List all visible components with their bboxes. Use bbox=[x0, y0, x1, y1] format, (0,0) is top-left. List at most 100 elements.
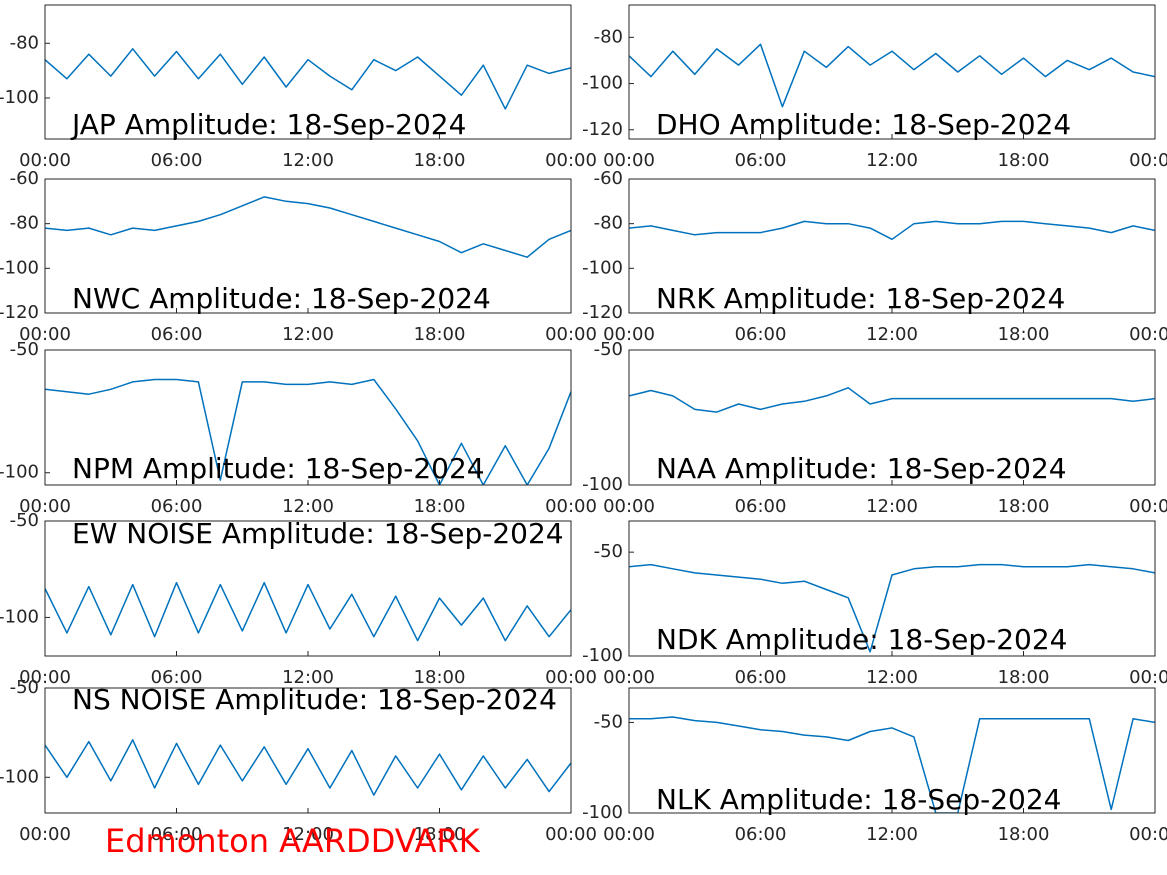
x-tick-label: 00:00 bbox=[1129, 667, 1167, 688]
x-tick-label: 12:00 bbox=[282, 824, 334, 845]
plot bbox=[629, 220, 1155, 241]
x-tick-label: 06:00 bbox=[735, 824, 787, 845]
y-tick-label: -60 bbox=[10, 168, 39, 189]
x-tick-label: 18:00 bbox=[998, 824, 1050, 845]
y-tick-label: -120 bbox=[582, 302, 623, 323]
plot bbox=[629, 716, 1155, 813]
panel: 00:00 06:00 12:00 18:00 00:00 -100 -80 JAP Ampl… bbox=[0, 4, 597, 171]
x-tick-label: 00:00 bbox=[1129, 496, 1167, 517]
y-tick-label: -100 bbox=[582, 474, 623, 495]
x-tick-label: 12:00 bbox=[282, 667, 334, 688]
y-tick-label: -80 bbox=[10, 32, 39, 53]
plot-area bbox=[45, 350, 571, 485]
x-tick-label: 00:00 bbox=[19, 324, 71, 345]
plot-area bbox=[629, 179, 1155, 313]
x-tick-label: 18:00 bbox=[998, 150, 1050, 171]
x-tick-label: 18:00 bbox=[998, 667, 1050, 688]
x-tick-label: 12:00 bbox=[282, 324, 334, 345]
y-tick-label: -100 bbox=[0, 462, 39, 483]
data-line bbox=[629, 43, 1155, 108]
x-tick-label: 00:00 bbox=[19, 824, 71, 845]
x-tick-label: 06:00 bbox=[151, 496, 203, 517]
data-line bbox=[629, 220, 1155, 241]
x-tick-label: 12:00 bbox=[866, 824, 918, 845]
x-tick-label: 12:00 bbox=[866, 324, 918, 345]
data-line bbox=[45, 48, 571, 110]
x-tick-label: 00:00 bbox=[545, 324, 597, 345]
y-tick-label: -50 bbox=[594, 711, 623, 732]
x-tick-label: 06:00 bbox=[735, 667, 787, 688]
x-tick-label: 18:00 bbox=[414, 496, 466, 517]
y-tick-label: -120 bbox=[582, 119, 623, 140]
data-line bbox=[45, 196, 571, 258]
x-tick-label: 06:00 bbox=[151, 667, 203, 688]
panel: 00:00 06:00 12:00 18:00 00:00 -100 -50 EW NOISE… bbox=[0, 510, 597, 688]
x-tick-label: 18:00 bbox=[414, 150, 466, 171]
panel: 00:00 06:00 12:00 18:00 00:00 -120 -100 -80 DHO … bbox=[582, 4, 1167, 171]
x-tick-label: 00:00 bbox=[1129, 824, 1167, 845]
plot bbox=[629, 563, 1155, 653]
y-tick-label: -50 bbox=[10, 677, 39, 698]
plot-area bbox=[629, 688, 1155, 813]
data-line bbox=[45, 739, 571, 796]
x-tick-label: 06:00 bbox=[151, 324, 203, 345]
chart-title: EW NOISE Amplitude: 18-Sep-2024 bbox=[72, 517, 564, 550]
y-tick-label: -80 bbox=[10, 213, 39, 234]
x-tick-label: 12:00 bbox=[282, 150, 334, 171]
x-tick-label: 18:00 bbox=[414, 824, 466, 845]
chart-title: DHO Amplitude: 18-Sep-2024 bbox=[656, 108, 1071, 141]
x-tick-label: 06:00 bbox=[151, 150, 203, 171]
y-tick-label: -50 bbox=[594, 541, 623, 562]
chart-title: NRK Amplitude: 18-Sep-2024 bbox=[656, 282, 1065, 315]
y-tick-label: -100 bbox=[582, 257, 623, 278]
chart-title: JAP Amplitude: 18-Sep-2024 bbox=[70, 108, 466, 141]
x-tick-label: 00:00 bbox=[19, 667, 71, 688]
y-tick-label: -80 bbox=[594, 26, 623, 47]
caption: Edmonton AARDDVARK bbox=[105, 822, 481, 860]
x-tick-label: 18:00 bbox=[998, 496, 1050, 517]
x-tick-label: 12:00 bbox=[866, 667, 918, 688]
data-line bbox=[629, 716, 1155, 813]
plot-area bbox=[45, 688, 571, 813]
x-tick-label: 06:00 bbox=[735, 324, 787, 345]
x-tick-label: 00:00 bbox=[545, 824, 597, 845]
y-tick-label: -100 bbox=[582, 645, 623, 666]
y-tick-label: -100 bbox=[0, 766, 39, 787]
y-tick-label: -50 bbox=[594, 339, 623, 360]
plot bbox=[45, 378, 571, 485]
plot-area bbox=[45, 521, 571, 656]
x-tick-label: 18:00 bbox=[414, 324, 466, 345]
x-tick-label: 00:00 bbox=[1129, 150, 1167, 171]
data-line bbox=[45, 378, 571, 485]
x-tick-label: 12:00 bbox=[866, 496, 918, 517]
y-tick-label: -50 bbox=[10, 339, 39, 360]
chart-title: NDK Amplitude: 18-Sep-2024 bbox=[656, 623, 1067, 656]
plot bbox=[629, 387, 1155, 413]
plot bbox=[45, 196, 571, 258]
x-tick-label: 06:00 bbox=[151, 824, 203, 845]
x-tick-label: 18:00 bbox=[414, 667, 466, 688]
x-tick-label: 00:00 bbox=[545, 496, 597, 517]
chart-title: NPM Amplitude: 18-Sep-2024 bbox=[72, 452, 485, 485]
plot bbox=[45, 739, 571, 796]
x-tick-label: 00:00 bbox=[603, 324, 655, 345]
y-tick-label: -60 bbox=[594, 168, 623, 189]
y-tick-label: -100 bbox=[582, 802, 623, 823]
y-tick-label: -100 bbox=[582, 73, 623, 94]
chart-title: NAA Amplitude: 18-Sep-2024 bbox=[656, 452, 1067, 485]
y-tick-label: -50 bbox=[10, 510, 39, 531]
panel: 00:0006:0012:0018:0000:00-120-100-80-60N… bbox=[582, 168, 1167, 345]
chart-title: NS NOISE Amplitude: 18-Sep-2024 bbox=[72, 683, 557, 716]
x-tick-label: 00:00 bbox=[603, 150, 655, 171]
y-tick-label: -100 bbox=[0, 87, 39, 108]
plot bbox=[45, 48, 571, 110]
chart-title: NWC Amplitude: 18-Sep-2024 bbox=[72, 282, 491, 315]
plot-area bbox=[629, 5, 1155, 139]
plot-area bbox=[629, 521, 1155, 656]
y-tick-label: -120 bbox=[0, 302, 39, 323]
